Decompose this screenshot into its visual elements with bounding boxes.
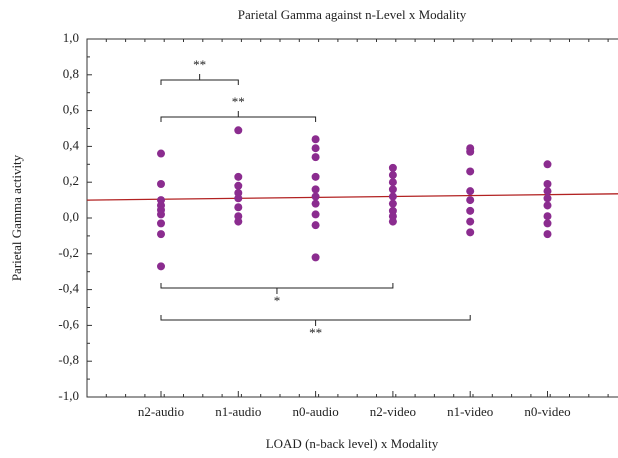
y-tick-label: 1,0 <box>63 30 79 45</box>
point <box>388 163 397 172</box>
point <box>157 210 165 219</box>
point <box>388 178 397 187</box>
point <box>543 160 552 169</box>
point <box>543 194 552 203</box>
point <box>466 228 475 237</box>
y-tick-label: 0,2 <box>63 173 79 188</box>
y-tick-label: -1,0 <box>58 388 79 403</box>
point <box>466 206 475 215</box>
point <box>311 135 320 144</box>
point <box>311 210 320 219</box>
y-tick-label: 0,4 <box>63 137 80 152</box>
point <box>543 187 552 196</box>
x-tick-label: n1-audio <box>215 404 261 419</box>
point <box>543 201 552 210</box>
point <box>543 219 552 228</box>
point <box>234 181 243 190</box>
significance-bracket <box>160 74 239 85</box>
significance-label: ** <box>232 94 245 109</box>
y-tick-label: -0,8 <box>58 352 79 367</box>
y-tick-label: 0,8 <box>63 66 79 81</box>
significance-bracket <box>160 111 317 122</box>
point <box>543 230 552 239</box>
x-tick-label: n1-video <box>447 404 493 419</box>
point <box>311 144 320 153</box>
y-tick-label: -0,2 <box>58 245 79 260</box>
point <box>157 219 165 228</box>
point <box>157 149 165 158</box>
point <box>311 185 320 194</box>
point <box>543 212 552 221</box>
x-tick-label: n0-audio <box>292 404 338 419</box>
point <box>234 172 243 181</box>
plot-frame <box>86 38 618 398</box>
significance-label: ** <box>309 325 322 340</box>
significance-label: ** <box>193 57 206 72</box>
x-axis-label: LOAD (n-back level) x Modality <box>266 436 439 451</box>
point <box>157 230 165 239</box>
point <box>311 221 320 230</box>
point <box>234 203 243 212</box>
point <box>466 217 475 226</box>
y-tick-label: -0,4 <box>58 281 79 296</box>
point <box>543 179 552 188</box>
x-tick-label: n0-video <box>524 404 570 419</box>
significance-bracket <box>160 283 394 294</box>
point <box>466 196 475 205</box>
significance-bracket <box>160 315 471 326</box>
point <box>234 194 243 203</box>
point <box>311 253 320 262</box>
point <box>311 153 320 162</box>
point <box>311 192 320 201</box>
trend-line <box>86 193 618 201</box>
y-tick-label: -0,6 <box>58 316 79 331</box>
y-axis-label: Parietal Gamma activity <box>9 154 24 281</box>
point <box>311 172 320 181</box>
point <box>388 185 397 194</box>
point <box>311 199 320 208</box>
x-tick-label: n2-audio <box>138 404 184 419</box>
point <box>157 262 165 271</box>
significance-label: * <box>274 293 281 308</box>
x-tick-label: n2-video <box>370 404 416 419</box>
point <box>466 147 475 156</box>
point <box>466 167 475 176</box>
y-tick-label: 0,0 <box>63 209 79 224</box>
point <box>157 179 165 188</box>
point <box>388 217 397 226</box>
point <box>388 171 397 180</box>
chart-title: Parietal Gamma against n-Level x Modalit… <box>238 7 467 22</box>
point <box>388 192 397 201</box>
point <box>234 217 243 226</box>
y-tick-label: 0,6 <box>63 102 80 117</box>
point <box>466 187 475 196</box>
point <box>388 199 397 208</box>
point <box>234 126 243 135</box>
